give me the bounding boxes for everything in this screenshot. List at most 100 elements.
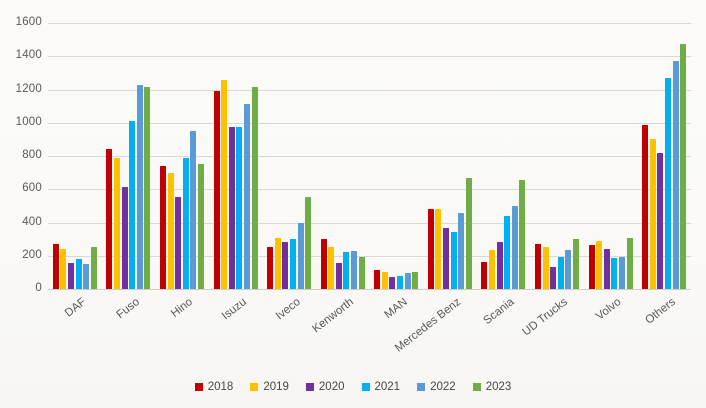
bar (167, 172, 174, 289)
bar (320, 239, 327, 289)
bar (221, 80, 228, 289)
y-tick-label: 600 (22, 182, 42, 195)
gridline (48, 189, 691, 191)
gridline (48, 89, 691, 91)
bar (243, 104, 250, 289)
plot-area (48, 23, 691, 290)
bar (573, 239, 580, 289)
x-category-label: UD Trucks (520, 296, 571, 339)
y-tick-label: 1600 (15, 16, 42, 28)
legend-item: 2023 (472, 381, 512, 393)
x-category-label: Iveco (273, 296, 303, 323)
x-category-label: Fuso (114, 296, 142, 322)
bar-group (316, 23, 370, 289)
legend-swatch (361, 383, 370, 391)
bar (542, 247, 549, 289)
y-tick-label: 1400 (15, 49, 42, 62)
bar (619, 257, 625, 289)
x-category-label: Scania (481, 296, 517, 328)
bar (213, 91, 220, 289)
bar-group (48, 23, 102, 289)
bar (664, 77, 671, 289)
bar (397, 275, 404, 289)
bar (190, 131, 197, 289)
bar (504, 215, 511, 289)
bar (389, 277, 396, 289)
legend-label: 2018 (207, 381, 234, 393)
bar (458, 213, 465, 289)
bar (144, 87, 151, 289)
gridline (48, 56, 691, 58)
bar (496, 241, 503, 289)
bar (228, 126, 235, 289)
bar (121, 186, 128, 289)
bar (374, 269, 381, 289)
bar (642, 125, 649, 289)
bar (52, 244, 59, 289)
bar (596, 240, 603, 289)
bar (381, 271, 388, 289)
legend-label: 2022 (430, 381, 456, 393)
x-category-label: Volvo (594, 296, 625, 323)
bar-group (209, 23, 263, 289)
legend-swatch (305, 383, 314, 391)
legend-label: 2023 (485, 381, 512, 393)
bar (182, 157, 189, 289)
bar (60, 249, 67, 289)
bar (535, 244, 542, 289)
bar-group (262, 23, 316, 289)
bar (435, 209, 442, 289)
gridline (48, 23, 691, 24)
bar (305, 196, 312, 289)
bar (129, 121, 136, 289)
legend-swatch (194, 383, 203, 391)
bar (427, 209, 434, 289)
gridline (48, 222, 691, 224)
legend-swatch (417, 383, 426, 391)
bar (67, 263, 74, 289)
bar (274, 238, 281, 289)
gridline (48, 255, 691, 257)
bar (412, 272, 419, 289)
bar (565, 249, 572, 289)
bar (603, 249, 610, 289)
bar (588, 244, 595, 289)
x-category-label: Isuzu (219, 296, 249, 323)
bar (657, 152, 664, 289)
x-category-label: MAN (382, 296, 410, 322)
bar (649, 138, 656, 289)
x-category-label: Kenworth (310, 296, 357, 336)
legend-label: 2020 (318, 381, 345, 393)
bar (236, 126, 243, 289)
bar (136, 84, 143, 289)
bar (75, 259, 82, 289)
bar-group (370, 23, 424, 289)
bar (90, 247, 97, 289)
bar (297, 223, 304, 289)
bar (626, 238, 633, 289)
bar (519, 180, 526, 289)
legend-item: 2019 (250, 381, 289, 393)
bar (680, 43, 687, 289)
bar (343, 252, 350, 289)
bar-group (530, 23, 584, 289)
bar (443, 227, 450, 289)
bar (611, 258, 618, 289)
legend-swatch (472, 383, 481, 391)
legend-item: 2022 (417, 381, 456, 393)
bar (197, 164, 204, 289)
bar-group (423, 23, 477, 289)
bar-group (102, 23, 156, 289)
bar (672, 61, 679, 289)
y-tick-label: 800 (22, 149, 42, 161)
bar-group (584, 23, 638, 289)
bar-group (477, 23, 531, 289)
y-tick-label: 1000 (15, 115, 42, 128)
gridline (48, 122, 691, 124)
x-category-label: Others (643, 296, 678, 327)
legend-swatch (250, 383, 259, 391)
bar (404, 273, 411, 289)
bar (175, 196, 182, 289)
x-category-label: DAF (62, 296, 89, 320)
